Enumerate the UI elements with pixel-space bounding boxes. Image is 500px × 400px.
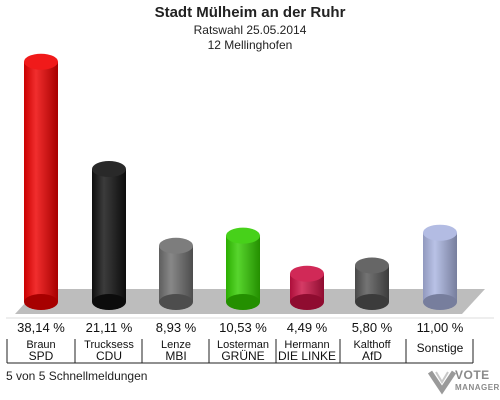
candidate-label: Lenze [161, 339, 191, 351]
bar-base [423, 294, 457, 310]
party-label: SPD [29, 349, 54, 363]
candidate-label: Losterman [217, 339, 269, 351]
bar-die-linke [290, 265, 324, 310]
value-label: 8,93 % [156, 320, 197, 335]
bar-top [92, 161, 126, 178]
bar-body [92, 169, 126, 302]
reporting-status: 5 von 5 Schnellmeldungen [6, 369, 148, 383]
value-label: 10,53 % [219, 320, 267, 335]
bar-top [355, 257, 389, 274]
value-label: 5,80 % [352, 320, 393, 335]
value-label: 21,11 % [86, 320, 133, 335]
bar-grüne [226, 227, 260, 310]
candidate-label: Trucksess [84, 339, 134, 351]
value-label: 11,00 % [417, 320, 464, 335]
bar-body [226, 235, 260, 302]
party-label: DIE LINKE [278, 349, 336, 363]
candidate-label: Kalthoff [353, 339, 391, 351]
bar-base [159, 294, 193, 310]
bar-base [24, 294, 58, 310]
bar-top [159, 237, 193, 254]
logo-text-manager: MANAGER [455, 383, 500, 392]
bar-cdu [92, 161, 126, 310]
bar-afd [355, 257, 389, 310]
logo-text-vote: VOTE [455, 368, 490, 382]
bar-body [423, 232, 457, 302]
candidate-label: Braun [26, 339, 55, 351]
bar-base [355, 294, 389, 310]
bar-sonstige [423, 224, 457, 310]
bar-body [24, 61, 58, 302]
bar-body [159, 245, 193, 302]
value-label: 4,49 % [287, 320, 328, 335]
bar-top [423, 224, 457, 241]
bar-series [24, 53, 457, 310]
party-label: MBI [165, 349, 186, 363]
chart-title: Stadt Mülheim an der Ruhr [154, 4, 346, 21]
candidate-label: Hermann [284, 339, 329, 351]
bar-top [290, 265, 324, 282]
party-label: CDU [96, 349, 122, 363]
chart-subtitle-district: 12 Mellinghofen [207, 38, 293, 52]
bar-top [226, 227, 260, 244]
value-label: 38,14 % [17, 320, 65, 335]
party-label: AfD [362, 349, 382, 363]
chart-subtitle-date: Ratswahl 25.05.2014 [193, 23, 307, 37]
bar-mbi [159, 237, 193, 310]
bar-base [92, 294, 126, 310]
bar-top [24, 53, 58, 70]
party-label: Sonstige [417, 341, 464, 355]
bar-base [226, 294, 260, 310]
party-label: GRÜNE [221, 349, 264, 363]
bar-spd [24, 53, 58, 310]
bar-base [290, 294, 324, 310]
vote-manager-logo [428, 370, 457, 395]
